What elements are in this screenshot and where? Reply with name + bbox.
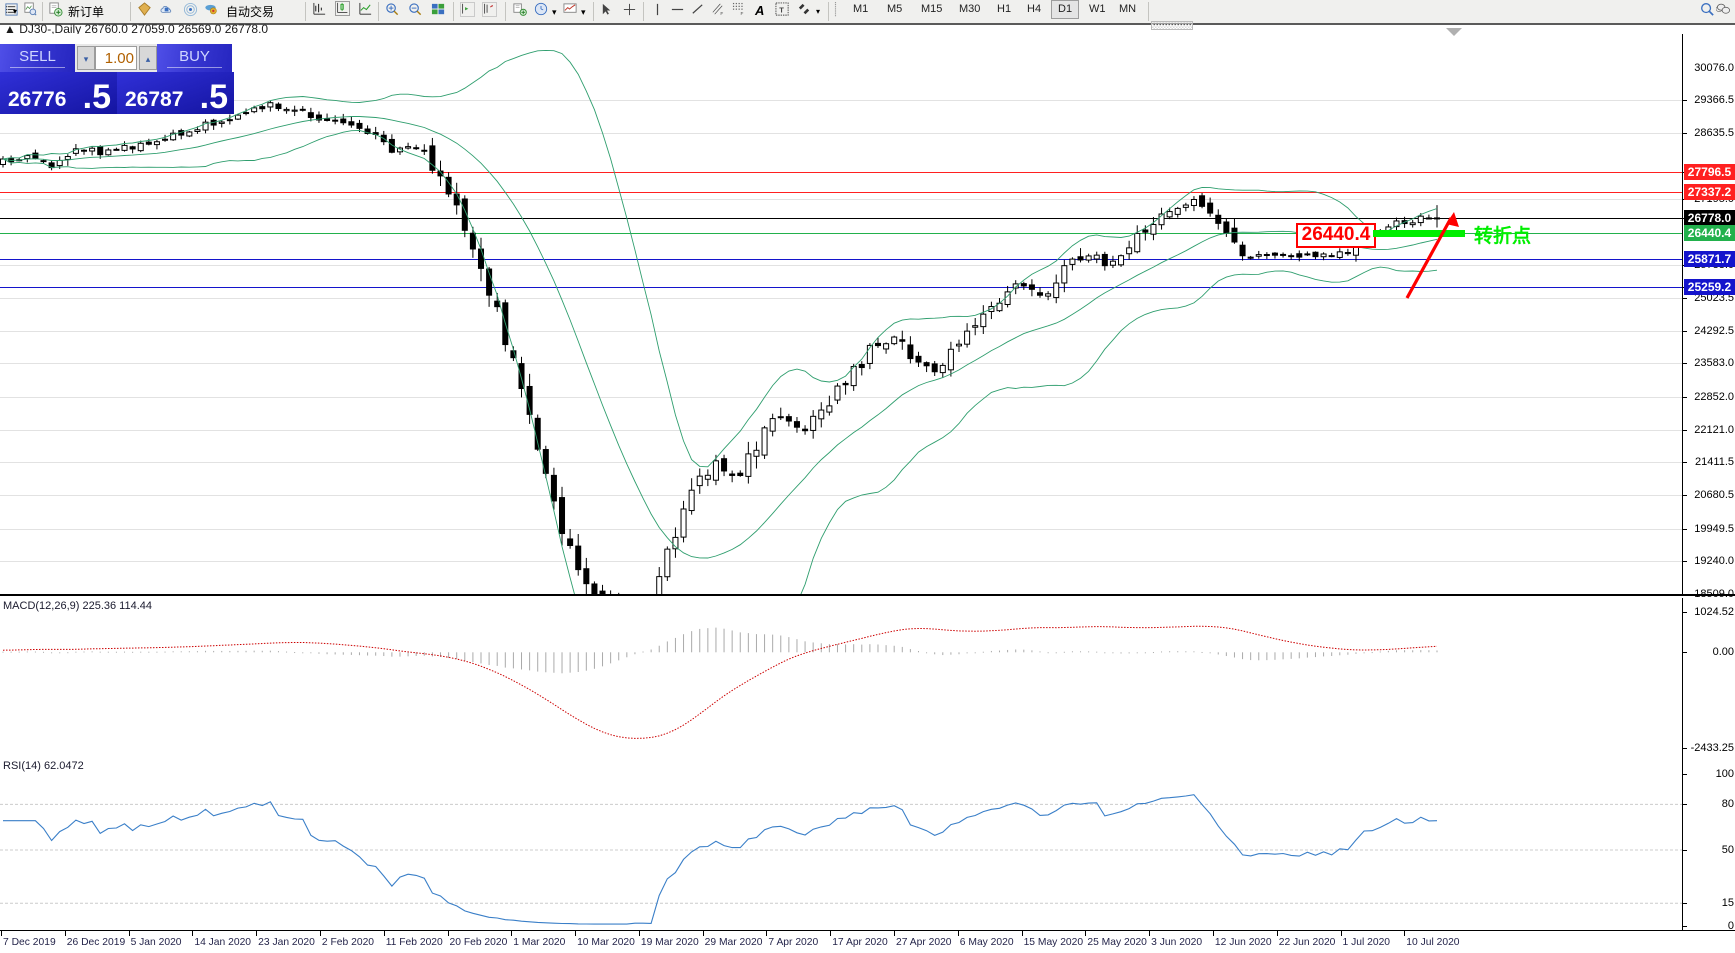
svg-text:F: F — [720, 11, 723, 16]
svg-text:T: T — [779, 5, 784, 14]
svg-text:F: F — [740, 11, 743, 16]
